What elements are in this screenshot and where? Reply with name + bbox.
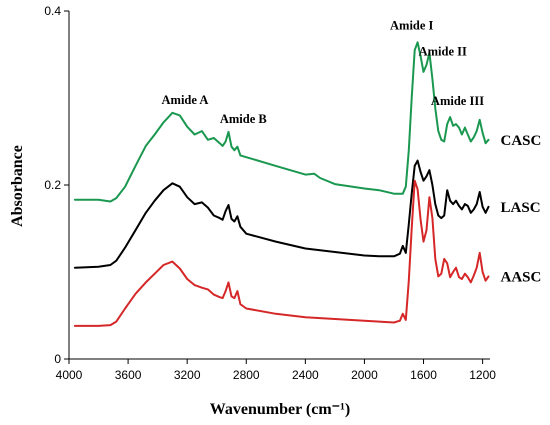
series-label-lasc: LASC [501,200,541,216]
series-label-casc: CASC [501,133,542,149]
series-label-aasc: AASC [501,269,542,285]
x-tick-label: 2000 [351,368,378,382]
x-axis-title: Wavenumber (cm⁻¹) [210,401,350,418]
y-tick-label: 0.2 [44,178,61,192]
series-line-aasc [73,179,490,327]
series-labels: CASC LASC AASC [501,133,542,286]
peak-annotation: Amide III [431,94,484,108]
series-line-casc [73,41,490,203]
peak-annotation: Amide A [162,93,209,107]
x-tick-label: 3600 [115,368,142,382]
x-tick-label: 1200 [469,368,496,382]
y-tick-label: 0.4 [44,4,61,18]
peak-annotation: Amide I [390,18,434,32]
series-line-lasc [73,159,490,269]
peak-annotations: Amide A Amide B Amide I Amide II Amide III [162,18,485,126]
peak-annotation: Amide II [419,44,467,58]
x-tick-label: 3200 [174,368,201,382]
x-tick-label: 2800 [233,368,260,382]
y-tick-label: 0 [54,352,61,366]
x-tick-label: 1600 [410,368,437,382]
y-axis-title: Absorbance [9,145,26,227]
spectrum-lines [73,41,490,327]
peak-annotation: Amide B [220,112,267,126]
ticks: 4000 3600 3200 2800 2400 2000 1600 1200 0 0.2 0.4 [44,4,496,382]
x-tick-label: 4000 [56,368,83,382]
x-tick-label: 2400 [292,368,319,382]
